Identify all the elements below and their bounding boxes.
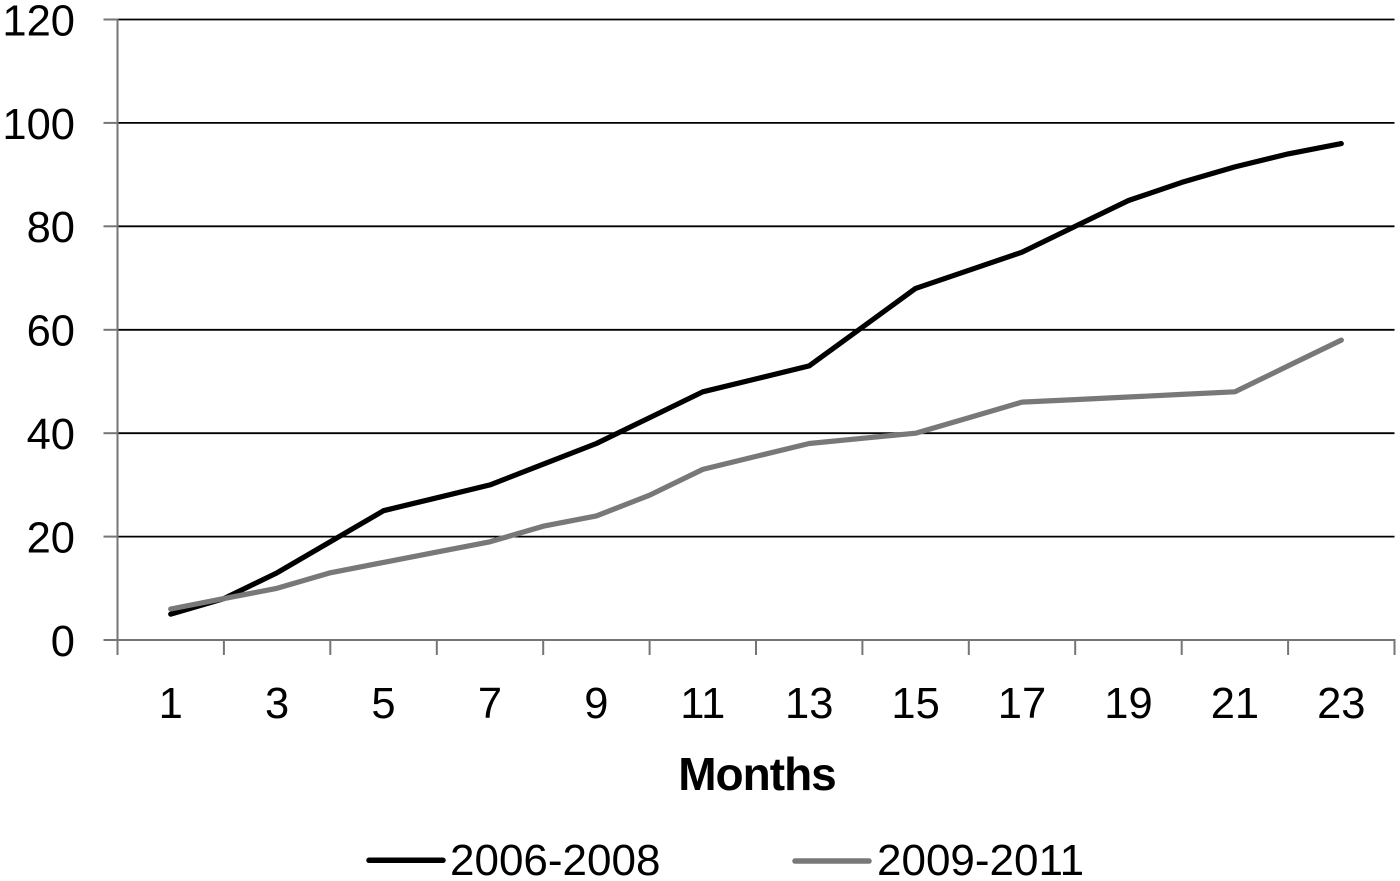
svg-text:40: 40 (27, 411, 75, 459)
svg-text:120: 120 (2, 0, 75, 45)
svg-text:2006-2008: 2006-2008 (450, 836, 660, 881)
svg-text:80: 80 (27, 204, 75, 252)
svg-text:11: 11 (680, 680, 725, 728)
svg-text:21: 21 (1211, 680, 1259, 728)
svg-text:7: 7 (478, 680, 502, 728)
svg-text:13: 13 (785, 680, 833, 728)
svg-text:23: 23 (1317, 680, 1365, 728)
svg-text:3: 3 (265, 680, 289, 728)
svg-text:0: 0 (51, 618, 75, 666)
svg-text:1: 1 (159, 680, 183, 728)
svg-text:100: 100 (2, 101, 75, 149)
svg-text:20: 20 (27, 515, 75, 563)
svg-text:60: 60 (27, 308, 75, 356)
svg-text:15: 15 (891, 680, 939, 728)
svg-text:17: 17 (998, 680, 1046, 728)
svg-text:9: 9 (584, 680, 608, 728)
svg-text:2009-2011: 2009-2011 (877, 836, 1084, 881)
svg-text:19: 19 (1104, 680, 1152, 728)
svg-text:5: 5 (371, 680, 395, 728)
svg-text:Months: Months (678, 748, 836, 800)
